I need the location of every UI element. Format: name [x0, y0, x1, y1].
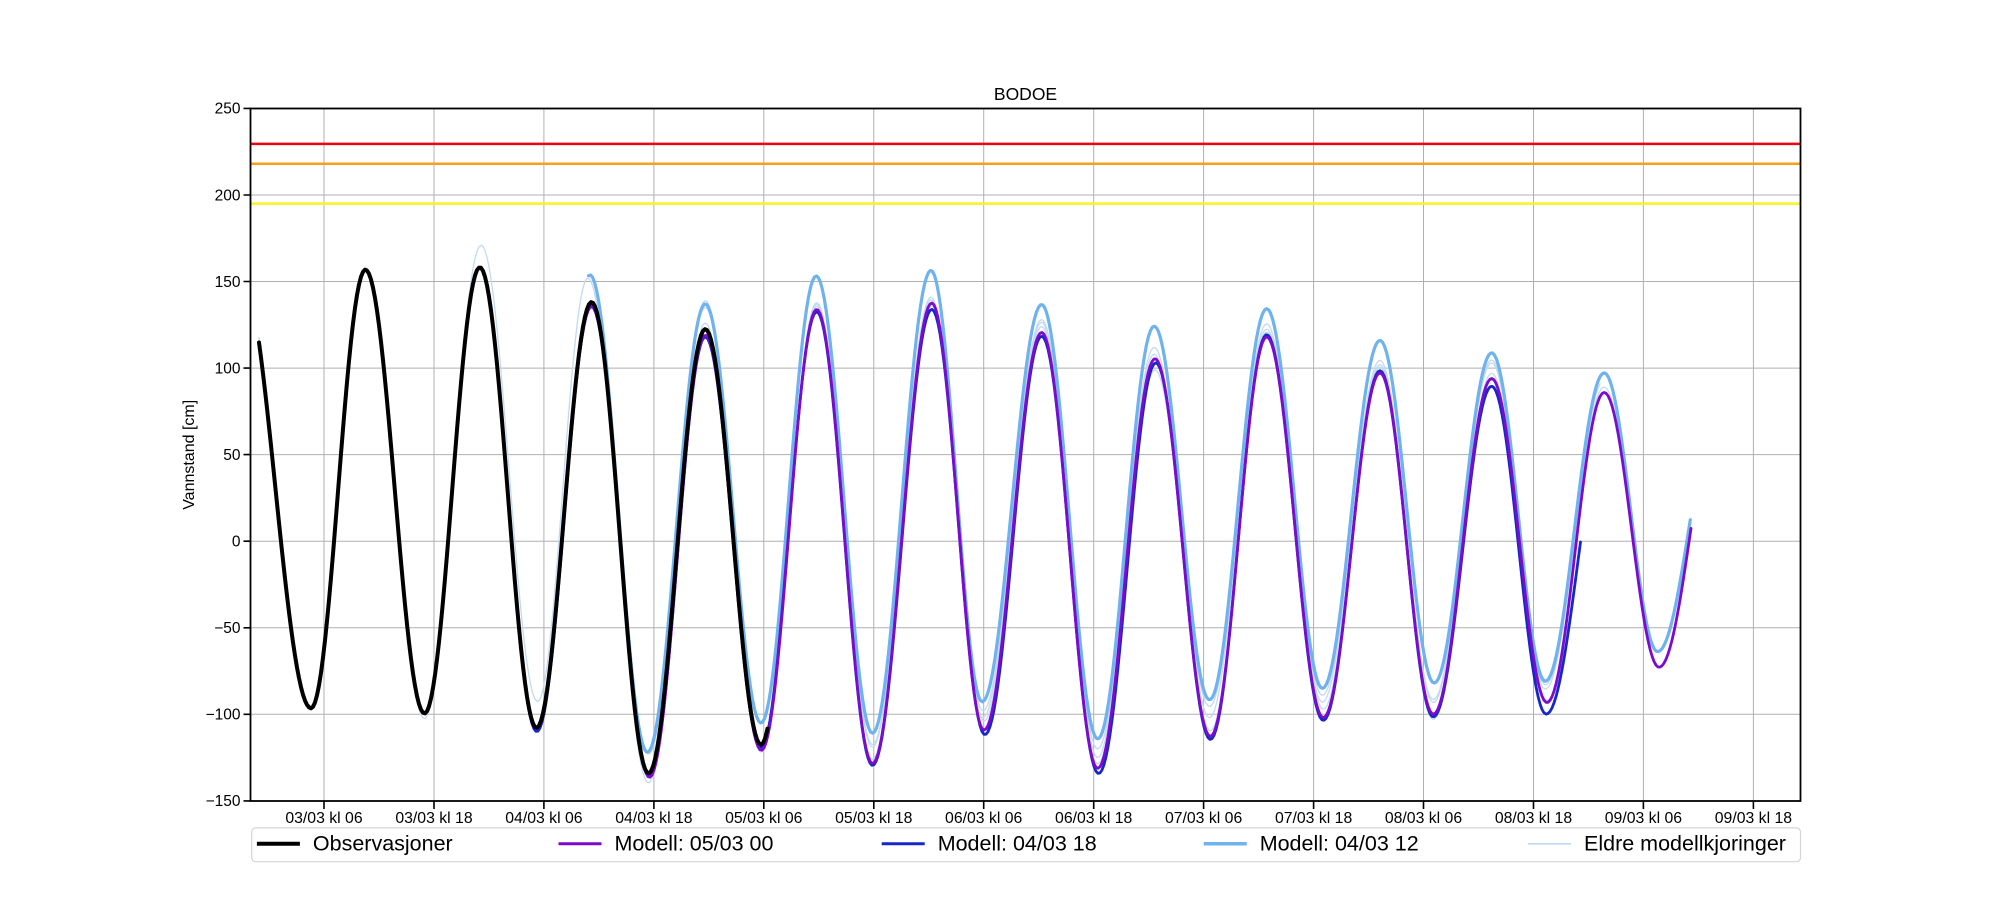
svg-text:0: 0 — [232, 534, 241, 551]
svg-text:04/03 kl 06: 04/03 kl 06 — [505, 810, 583, 827]
svg-text:Modell: 05/03 00: Modell: 05/03 00 — [615, 832, 774, 856]
svg-text:200: 200 — [215, 187, 241, 204]
svg-text:03/03 kl 18: 03/03 kl 18 — [395, 810, 473, 827]
svg-text:08/03 kl 06: 08/03 kl 06 — [1385, 810, 1463, 827]
svg-text:−100: −100 — [206, 707, 241, 724]
svg-text:07/03 kl 18: 07/03 kl 18 — [1275, 810, 1353, 827]
svg-text:06/03 kl 06: 06/03 kl 06 — [945, 810, 1023, 827]
svg-text:Modell: 04/03 18: Modell: 04/03 18 — [938, 832, 1097, 856]
svg-text:05/03 kl 18: 05/03 kl 18 — [835, 810, 913, 827]
svg-text:03/03 kl 06: 03/03 kl 06 — [285, 810, 363, 827]
svg-text:250: 250 — [215, 101, 241, 118]
svg-text:100: 100 — [215, 360, 241, 377]
svg-text:−50: −50 — [214, 620, 241, 637]
svg-text:09/03 kl 18: 09/03 kl 18 — [1715, 810, 1793, 827]
svg-text:06/03 kl 18: 06/03 kl 18 — [1055, 810, 1133, 827]
svg-text:Observasjoner: Observasjoner — [313, 832, 453, 856]
svg-text:Vannstand [cm]: Vannstand [cm] — [181, 400, 198, 510]
svg-text:05/03 kl 06: 05/03 kl 06 — [725, 810, 803, 827]
svg-text:04/03 kl 18: 04/03 kl 18 — [615, 810, 693, 827]
svg-text:08/03 kl 18: 08/03 kl 18 — [1495, 810, 1573, 827]
svg-text:07/03 kl 06: 07/03 kl 06 — [1165, 810, 1243, 827]
svg-text:150: 150 — [215, 274, 241, 291]
svg-text:BODOE: BODOE — [994, 84, 1057, 104]
svg-text:Modell: 04/03 12: Modell: 04/03 12 — [1260, 832, 1419, 856]
svg-text:09/03 kl 06: 09/03 kl 06 — [1605, 810, 1683, 827]
svg-text:Eldre modellkjoringer: Eldre modellkjoringer — [1584, 832, 1786, 856]
svg-text:−150: −150 — [206, 793, 241, 810]
svg-text:50: 50 — [223, 447, 241, 464]
